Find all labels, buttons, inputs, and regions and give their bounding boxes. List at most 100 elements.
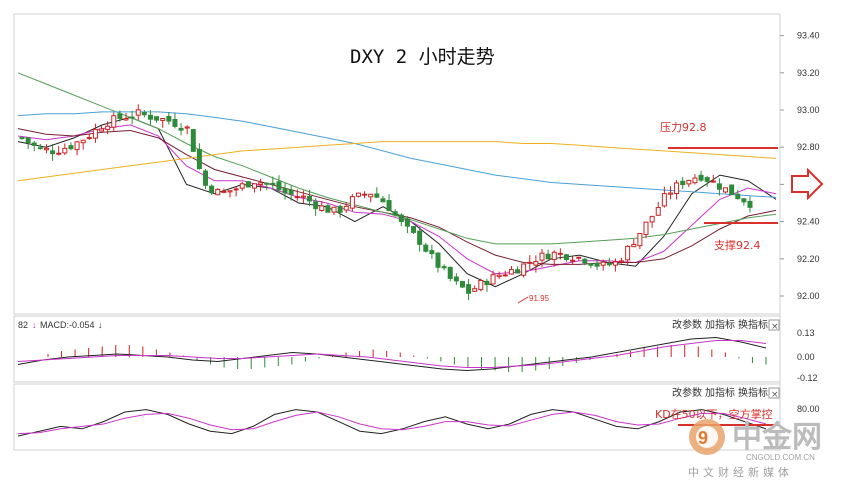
macd-change-params-button[interactable]: 改参数 [672,318,702,331]
candle-body [447,266,453,279]
macd-tick-mid: 0.00 [797,352,815,362]
kd-panel: 80.00 改参数 加指标 换指标 × KD在50以下，空方掌控 [17,386,820,437]
candle-body [741,198,747,203]
macd-tick-bottom: -0.12 [797,373,818,383]
macd-switch-indicator-button[interactable]: 换指标 [738,318,768,331]
candle-body [209,185,215,194]
candle-body [686,179,692,185]
candle-body [478,280,484,291]
candle-body [551,251,557,261]
candle-body [484,280,490,286]
candle-body [698,174,704,181]
candle-body [380,198,386,203]
candle-body [233,188,239,191]
candle-body [619,260,625,263]
candle-body [227,190,233,193]
price-tick-label: 92.20 [797,254,820,264]
candle-body [710,180,716,183]
price-tick-label: 92.00 [797,291,820,301]
candle-body [594,263,600,267]
candle-body [557,252,563,255]
candle-body [105,125,111,130]
candle-body [362,193,368,196]
watermark-tagline: 中文财经新媒体 [688,465,793,479]
candle-body [31,142,37,146]
low-point-marker: 91.95 [517,294,550,304]
candle-body [588,263,594,266]
candle-body [429,250,435,255]
candle-body [307,195,313,202]
support-label: 支撑92.4 [714,238,761,252]
candle-body [337,205,343,213]
candle-body [527,261,533,264]
candle-body [68,145,74,150]
kd-lines [17,409,767,437]
macd-down-arrow-icon: ↓ [32,320,37,330]
candle-body [716,183,722,190]
candle-body [582,258,588,264]
candle-body [680,180,686,186]
macd-dea-line [17,340,767,368]
candle-body [508,269,514,275]
candle-body [649,215,655,223]
resistance-label: 压力92.8 [660,121,707,134]
candle-body [215,188,221,196]
candle-body [196,149,202,170]
candle-body [294,196,300,199]
candle-body [319,205,325,211]
candle-body [637,232,643,247]
macd-dif-line [17,336,767,372]
kd-change-params-button[interactable]: 改参数 [672,386,702,399]
candle-body [99,128,105,132]
candle-body [472,288,478,292]
ma-line-ma120 [17,141,777,182]
support-resistance-annotations: 压力92.8 支撑92.4 91.95 [517,121,824,304]
price-tick-label: 93.20 [797,68,820,78]
candle-body [50,150,56,155]
macd-panel: 82 ↓ MACD:-0.054 ↓ 0.13 0.00 -0.12 改参数 加… [17,318,818,383]
candle-body [123,118,129,121]
macd-value-label: MACD:-0.054 [40,320,95,330]
candle-body [56,152,62,155]
candle-body [178,127,184,131]
macd-close-button[interactable]: × [768,319,780,332]
candle-body [655,207,661,216]
kd-close-button[interactable]: × [768,387,780,400]
kd-add-indicator-button[interactable]: 加指标 [705,386,735,399]
candle-body [313,201,319,210]
candle-body [612,261,618,266]
candle-body [692,177,698,184]
candle-body [92,128,98,139]
price-tick-label: 93.00 [797,105,820,115]
candle-body [80,139,86,144]
candle-body [606,263,612,266]
candle-body [135,109,141,116]
price-tick-label: 93.40 [797,31,820,41]
candle-body [276,181,282,191]
candle-body [667,192,673,195]
chart-title: DXY 2 小时走势 [350,46,495,68]
candle-body [392,211,398,216]
candle-body [539,252,545,261]
candle-body [643,221,649,235]
candle-body [631,243,637,248]
candle-body [19,137,25,140]
cngold-logo-icon: 9 [689,419,725,455]
moving-average-lines [17,72,777,288]
candle-body [141,111,147,116]
candle-body [62,147,68,154]
macd-add-indicator-button[interactable]: 加指标 [705,318,735,331]
kd-switch-indicator-button[interactable]: 换指标 [738,386,768,399]
kd-d-line [17,411,767,435]
macd-prefix: 82 [18,320,28,330]
candle-body [258,182,264,185]
close-icon: × [771,390,779,400]
candle-body [441,266,447,269]
macd-caret-icon: ↓ [98,320,103,330]
candle-body [349,196,355,209]
candle-body [325,205,331,213]
candle-body [735,193,741,200]
candle-body [502,274,508,277]
candle-body [245,181,251,188]
